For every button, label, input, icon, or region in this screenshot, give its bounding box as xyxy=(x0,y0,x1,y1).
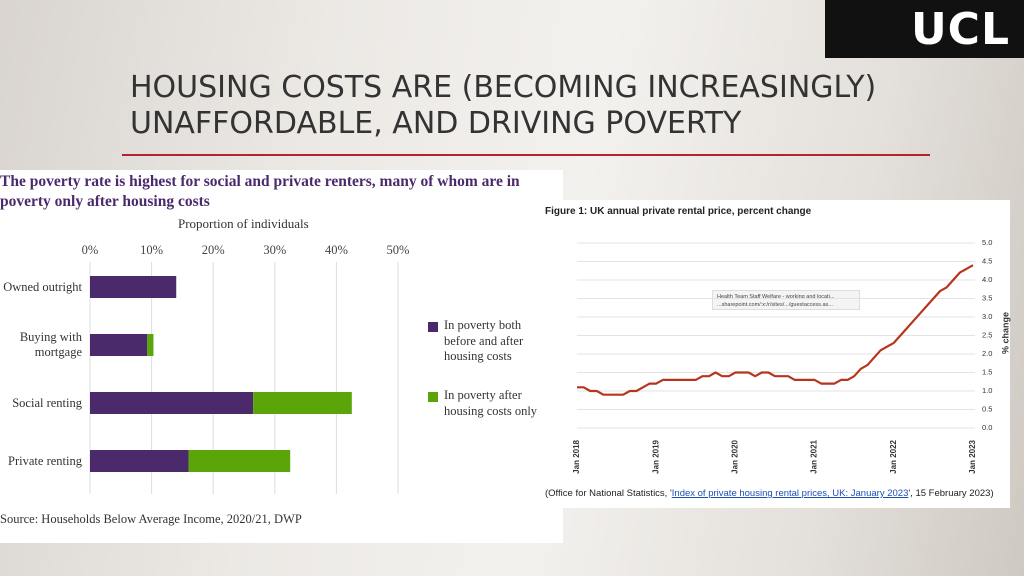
y-tick-label: Social renting xyxy=(12,395,82,410)
logo: UCL xyxy=(825,0,1024,58)
y-tick-label: 2.5 xyxy=(982,330,992,339)
x-tick-label: 30% xyxy=(263,243,286,257)
chart-source: (Office for National Statistics, 'Index … xyxy=(545,488,994,499)
bar-segment xyxy=(90,276,177,298)
x-tick-label: Jan 2019 xyxy=(651,439,660,473)
x-tick-label: Jan 2020 xyxy=(731,439,740,473)
y-tick-label: 0.0 xyxy=(982,423,992,432)
x-tick-label: Jan 2021 xyxy=(810,439,819,473)
chart-title: Figure 1: UK annual private rental price… xyxy=(545,206,812,217)
y-tick-label: 3.0 xyxy=(982,312,992,321)
y-tick-label: 3.5 xyxy=(982,293,992,302)
bar-segment xyxy=(147,334,154,356)
x-tick-label: 0% xyxy=(82,243,99,257)
y-tick-label: 4.5 xyxy=(982,256,992,265)
line-series xyxy=(577,264,974,396)
source-link[interactable]: Index of private housing rental prices, … xyxy=(671,488,909,499)
chart-subtitle: Proportion of individuals xyxy=(178,216,309,231)
slide-title: HOUSING COSTS ARE (BECOMING INCREASINGLY… xyxy=(130,70,877,141)
y-tick-label: 1.5 xyxy=(982,367,992,376)
x-tick-label: Jan 2023 xyxy=(968,439,977,473)
x-tick-label: 10% xyxy=(140,243,163,257)
x-tick-label: Jan 2022 xyxy=(889,439,898,473)
y-tick-label: Owned outright xyxy=(3,279,82,294)
x-tick-label: Jan 2018 xyxy=(572,439,581,473)
bar-segment xyxy=(90,450,189,472)
tooltip: Health Team Staff Welfare - working and … xyxy=(712,290,860,310)
chart-source: Source: Households Below Average Income,… xyxy=(0,512,302,526)
tooltip-line: Health Team Staff Welfare - working and … xyxy=(717,294,835,300)
x-tick-label: 20% xyxy=(202,243,225,257)
legend-swatch xyxy=(428,322,438,332)
bar-segment xyxy=(90,334,148,356)
legend-label: In poverty after housing costs only xyxy=(444,388,538,418)
tooltip-line: ...sharepoint.com/:x:/r/sites/.../guesta… xyxy=(717,302,833,308)
bar-segment xyxy=(90,392,254,414)
y-tick-label: 2.0 xyxy=(982,349,992,358)
legend-label: In poverty both before and after housing… xyxy=(444,318,524,363)
chart-title: The poverty rate is highest for social a… xyxy=(0,173,520,210)
x-tick-label: 40% xyxy=(325,243,348,257)
bar-segment xyxy=(188,450,291,472)
y-tick-label: 4.0 xyxy=(982,275,992,284)
source-text: ', 15 February 2023) xyxy=(908,488,994,499)
y-tick-label: 5.0 xyxy=(982,238,992,247)
chart-panel xyxy=(0,170,563,543)
y-tick-label: Buying with mortgage xyxy=(19,330,82,359)
y-axis-label: % change xyxy=(1000,312,1010,354)
x-tick-label: 50% xyxy=(387,243,410,257)
title-rule xyxy=(122,154,930,156)
bar-segment xyxy=(253,392,352,414)
y-tick-label: Private renting xyxy=(8,453,82,468)
source-text: (Office for National Statistics, ' xyxy=(545,488,672,499)
y-tick-label: 1.0 xyxy=(982,386,992,395)
y-tick-label: 0.5 xyxy=(982,404,992,413)
legend-swatch xyxy=(428,392,438,402)
